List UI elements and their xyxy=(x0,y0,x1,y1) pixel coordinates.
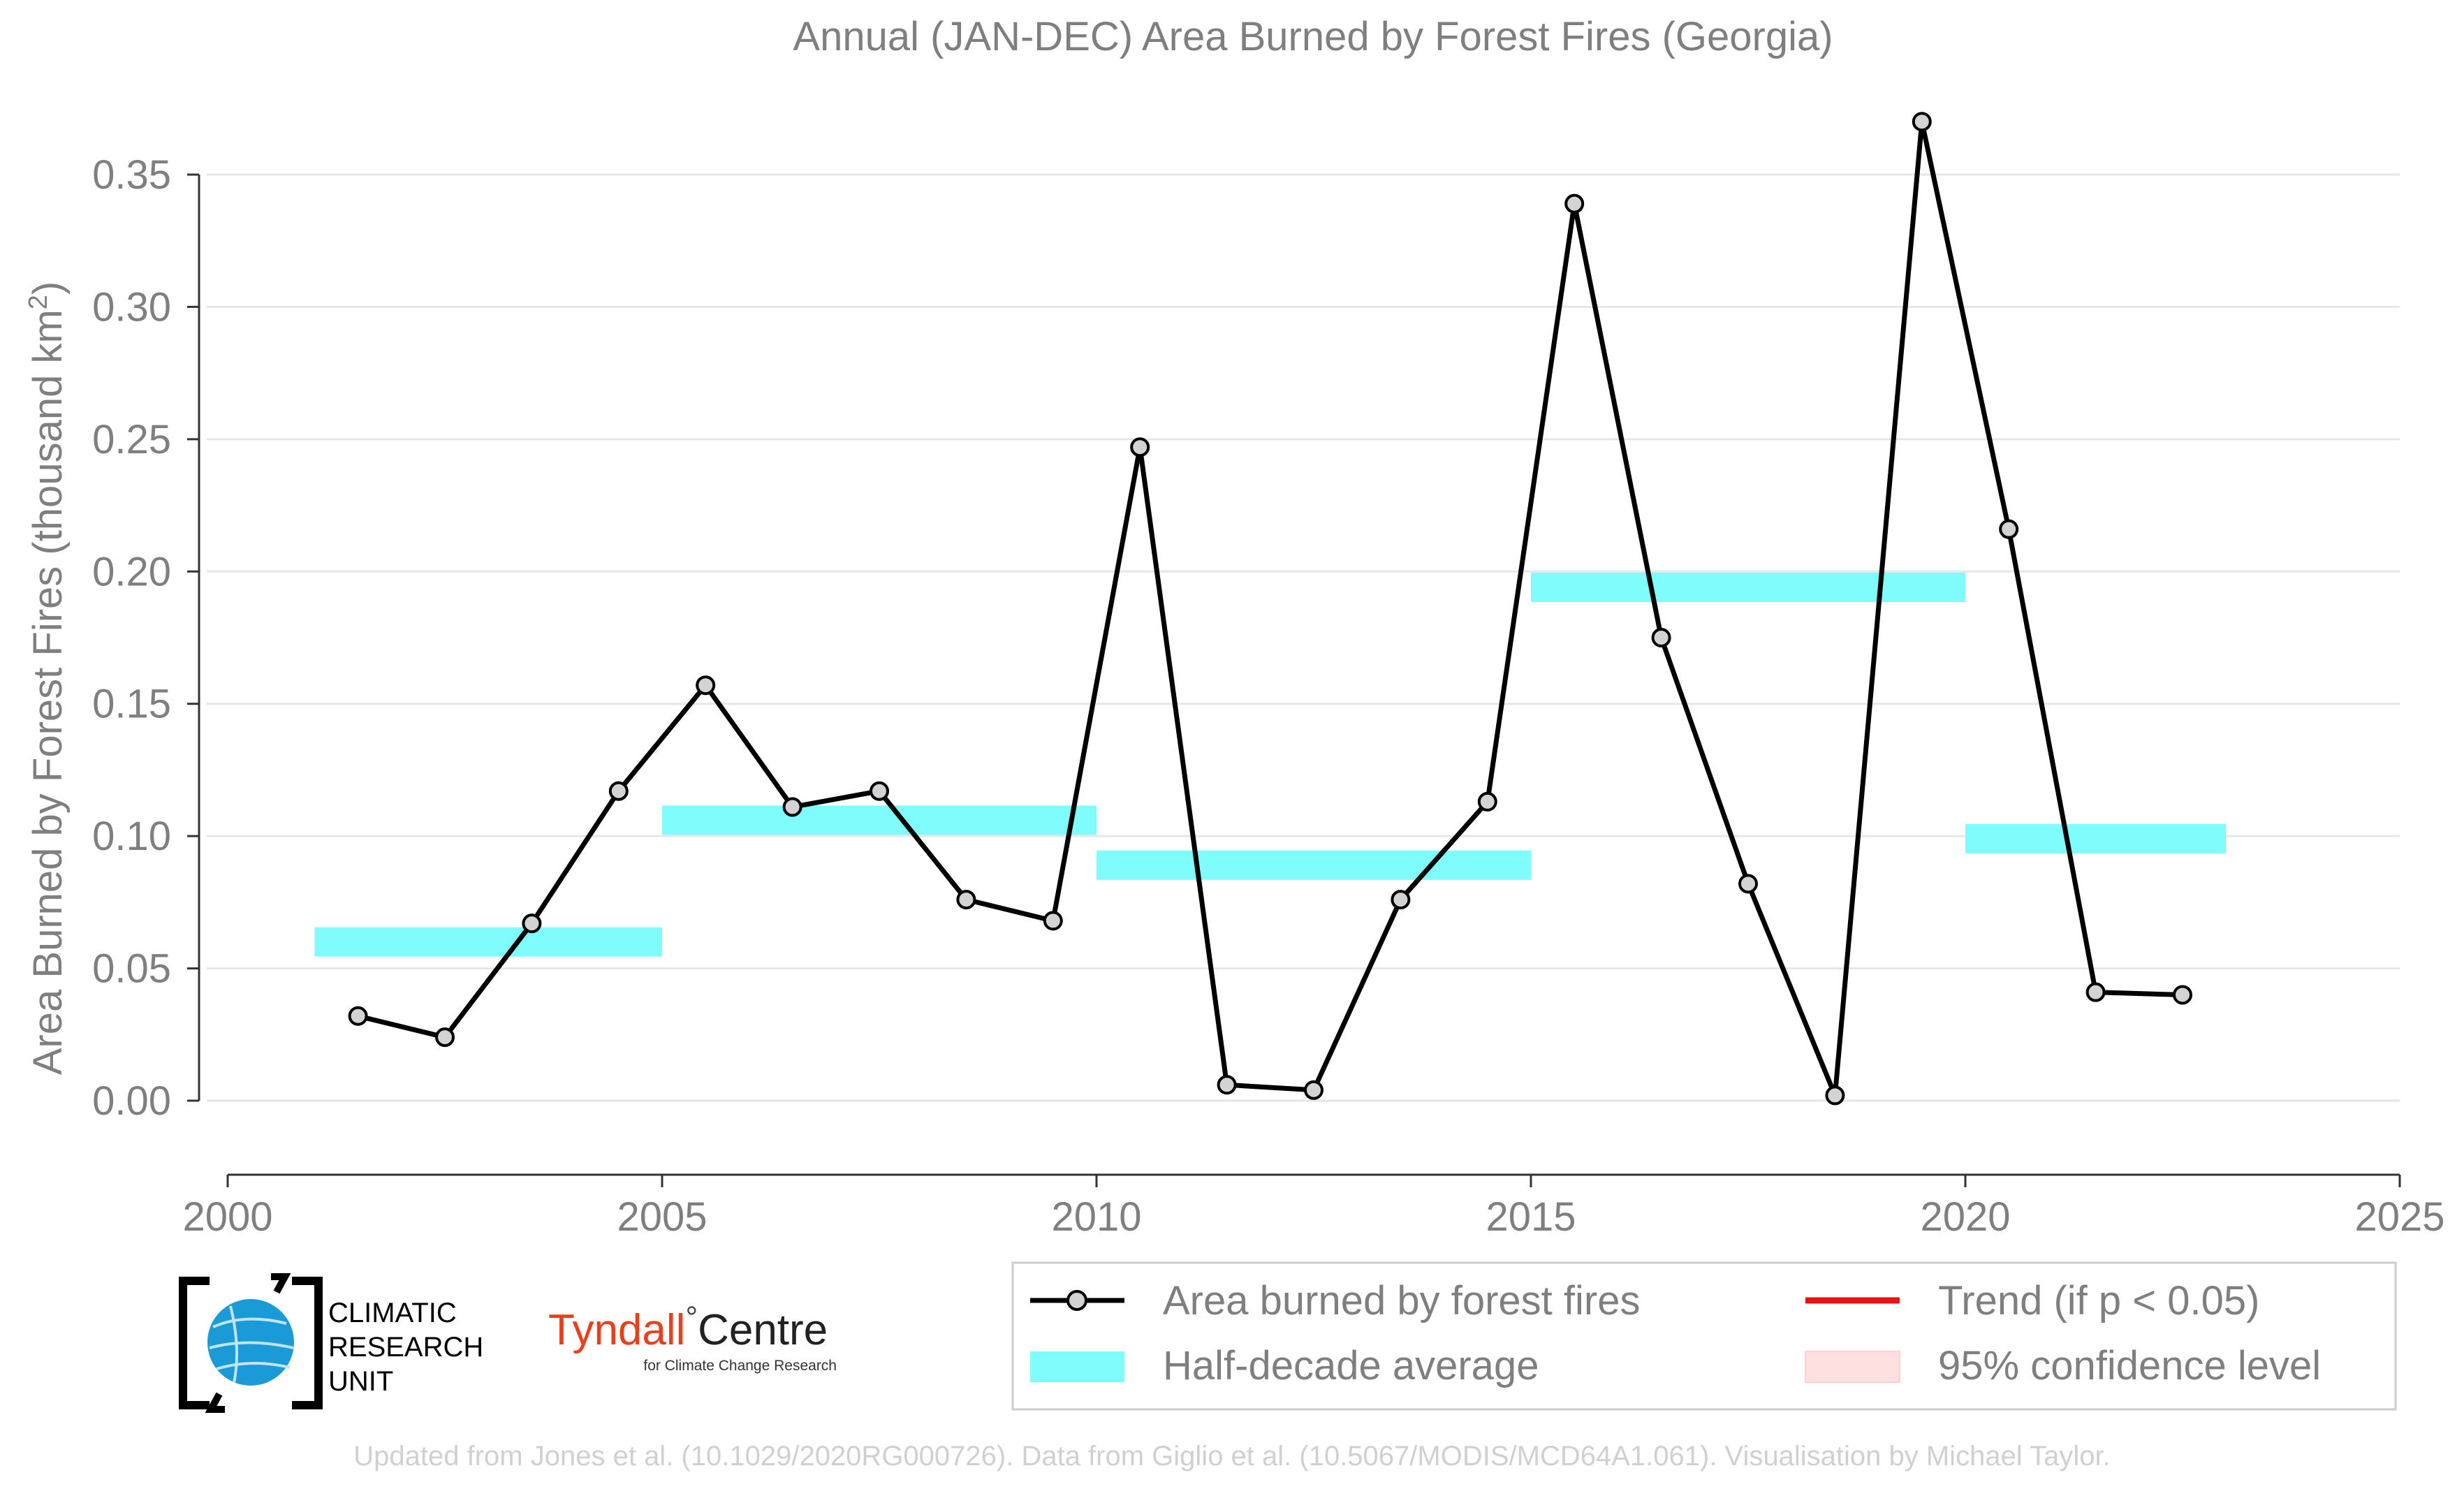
cru-logo-line-2: RESEARCH xyxy=(328,1332,483,1363)
legend: Area burned by forest fires Trend (if p … xyxy=(1011,1261,2397,1411)
x-tick-label: 2025 xyxy=(2354,1194,2444,1240)
data-point xyxy=(956,890,976,910)
data-point xyxy=(870,781,889,801)
data-point xyxy=(1999,519,2019,539)
x-tick-label: 2020 xyxy=(1920,1194,2010,1240)
y-axis-label-main: Area Burned by Forest Fires (thousand km xyxy=(25,309,71,1075)
data-point xyxy=(2173,985,2192,1005)
data-point xyxy=(348,1006,368,1026)
legend-label-trend: Trend (if p < 0.05) xyxy=(1938,1278,2259,1323)
footer-credits: Updated from Jones et al. (10.1029/2020R… xyxy=(353,1441,2110,1472)
data-point xyxy=(1564,193,1585,214)
half-decade-bands xyxy=(314,573,2227,957)
x-axis: 2000 2005 2010 2015 2020 2025 xyxy=(182,1173,2445,1240)
legend-label-confidence: 95% confidence level xyxy=(1938,1343,2321,1388)
x-tick-label: 2010 xyxy=(1051,1194,1141,1240)
x-tick-label: 2005 xyxy=(617,1194,707,1240)
y-axis: 0.00 0.05 0.10 0.15 0.20 0.25 0.30 0.35 xyxy=(92,152,200,1124)
x-tick-label: 2015 xyxy=(1486,1194,1576,1240)
tyndall-logo-title: Tyndall°Centre xyxy=(548,1300,828,1355)
cru-logo-line-1: CLIMATIC xyxy=(328,1298,457,1328)
legend-label-area-burned: Area burned by forest fires xyxy=(1163,1278,1640,1323)
grid-lines xyxy=(207,173,2400,1102)
tyndall-logo-centre: Centre xyxy=(698,1306,828,1354)
cru-logo: CLIMATIC RESEARCH UNIT xyxy=(179,1273,483,1413)
y-tick-label: 0.20 xyxy=(92,549,171,594)
tyndall-logo-degree: ° xyxy=(685,1300,698,1335)
half-decade-band xyxy=(1531,573,1965,603)
chart-title: Annual (JAN-DEC) Area Burned by Forest F… xyxy=(793,14,1833,59)
y-tick-label: 0.10 xyxy=(92,814,171,859)
data-point xyxy=(1217,1075,1237,1095)
legend-band-half-decade xyxy=(1030,1351,1124,1382)
cru-logo-slash-top xyxy=(271,1273,291,1294)
half-decade-band xyxy=(1097,850,1531,880)
y-axis-label-sup: 2 xyxy=(24,295,53,309)
data-point xyxy=(435,1027,455,1048)
data-point xyxy=(608,781,629,801)
legend-band-confidence xyxy=(1805,1351,1900,1383)
data-point xyxy=(1912,112,1932,132)
data-point xyxy=(1043,911,1063,931)
y-tick-label: 0.30 xyxy=(92,284,171,330)
data-point xyxy=(782,797,802,817)
data-point xyxy=(1477,791,1497,812)
data-point xyxy=(1304,1080,1323,1100)
legend-label-half-decade: Half-decade average xyxy=(1163,1343,1539,1388)
y-axis-label: Area Burned by Forest Fires (thousand km… xyxy=(24,281,71,1076)
y-tick-label: 0.25 xyxy=(92,417,171,462)
half-decade-band xyxy=(314,927,662,957)
half-decade-band xyxy=(1965,823,2227,853)
y-tick-label: 0.15 xyxy=(92,682,171,727)
data-point xyxy=(1391,890,1411,910)
cru-logo-slash-bottom xyxy=(205,1392,225,1413)
tyndall-logo-name: Tyndall xyxy=(548,1306,685,1354)
x-tick-label: 2000 xyxy=(182,1194,272,1240)
tyndall-logo-subtitle: for Climate Change Research xyxy=(643,1358,837,1374)
data-point xyxy=(1651,628,1671,647)
legend-marker-area-burned xyxy=(1066,1290,1087,1311)
legend-box xyxy=(1011,1261,2397,1411)
data-point xyxy=(522,914,542,934)
cru-logo-bracket xyxy=(179,1277,323,1409)
tyndall-logo: Tyndall°Centre for Climate Change Resear… xyxy=(548,1300,837,1374)
data-point xyxy=(1825,1085,1845,1106)
data-point xyxy=(1738,874,1758,894)
y-tick-label: 0.05 xyxy=(92,946,171,992)
data-point xyxy=(1130,437,1150,457)
y-tick-label: 0.35 xyxy=(92,152,171,198)
data-point xyxy=(2085,982,2106,1002)
series-line xyxy=(357,119,2183,1098)
series-area-burned xyxy=(348,112,2192,1106)
y-tick-label: 0.00 xyxy=(92,1078,171,1124)
y-axis-label-close: ) xyxy=(25,281,71,295)
cru-logo-line-3: UNIT xyxy=(328,1366,393,1397)
half-decade-band xyxy=(662,805,1097,835)
globe-icon-lines xyxy=(209,1305,294,1384)
data-point xyxy=(696,675,716,696)
